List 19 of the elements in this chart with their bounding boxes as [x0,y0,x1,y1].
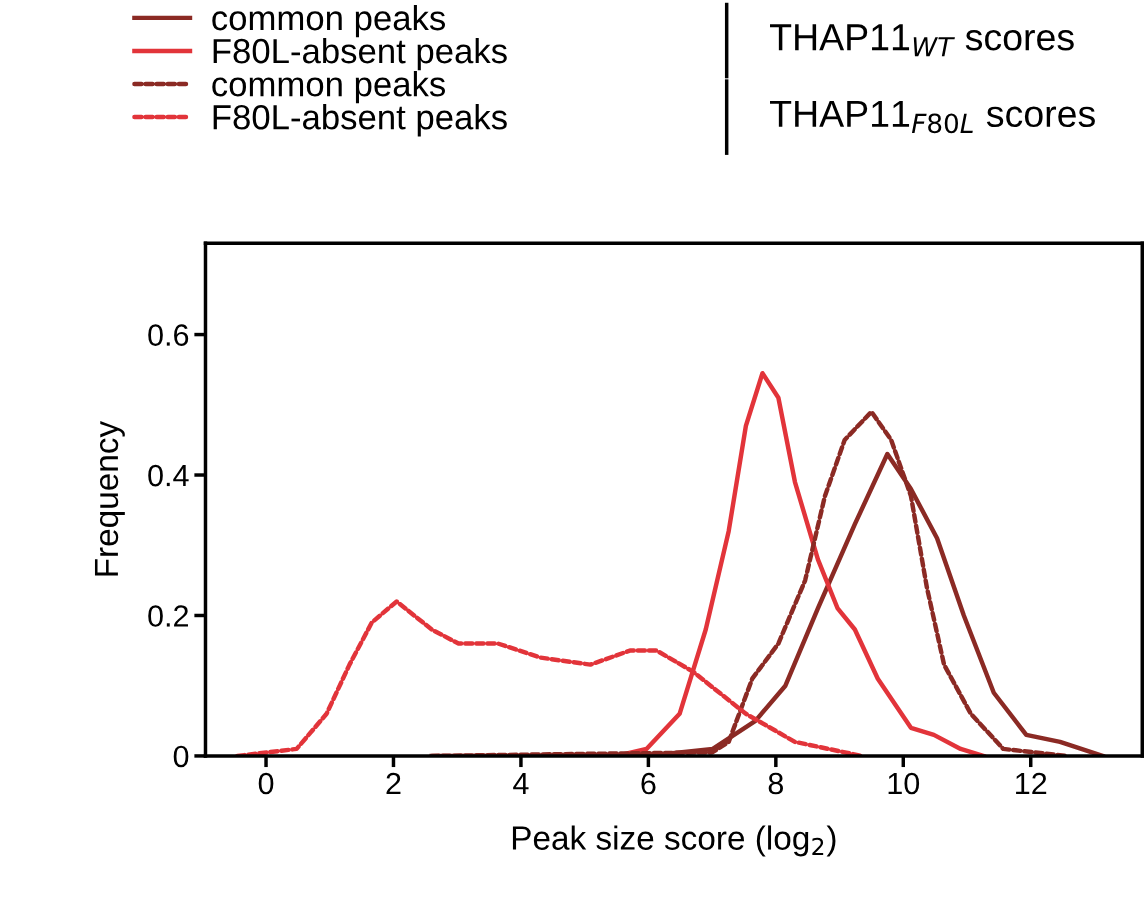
legend-label: common peaks [212,4,446,38]
x-tick-label: 2 [386,772,401,795]
y-axis-title: Frequency [94,420,125,576]
x-tick-label: 6 [641,772,656,795]
text: THAP11$_{F80L}$ scores [770,100,1095,134]
legend-label: common peaks [212,71,446,104]
y-tick-label: 0.4 [148,464,189,487]
x-tick-label: 8 [768,772,784,795]
legend-label: F80L-absent peaks [213,37,507,71]
text: THAP11$_{WT}$ scores [770,24,1074,57]
x-axis-title: Peak size score (log$_{2}$) [512,825,836,857]
y-tick-label: 0.2 [148,605,188,627]
x-tick-label: 0 [258,772,274,795]
x-tick-label: 4 [513,773,529,795]
x-tick-label: 10 [888,772,920,795]
y-tick-label: 0.6 [148,324,189,346]
y-tick-label: 0 [173,745,189,768]
legend-label: F80L-absent peaks [213,104,507,137]
x-tick-label: 12 [1016,772,1047,795]
